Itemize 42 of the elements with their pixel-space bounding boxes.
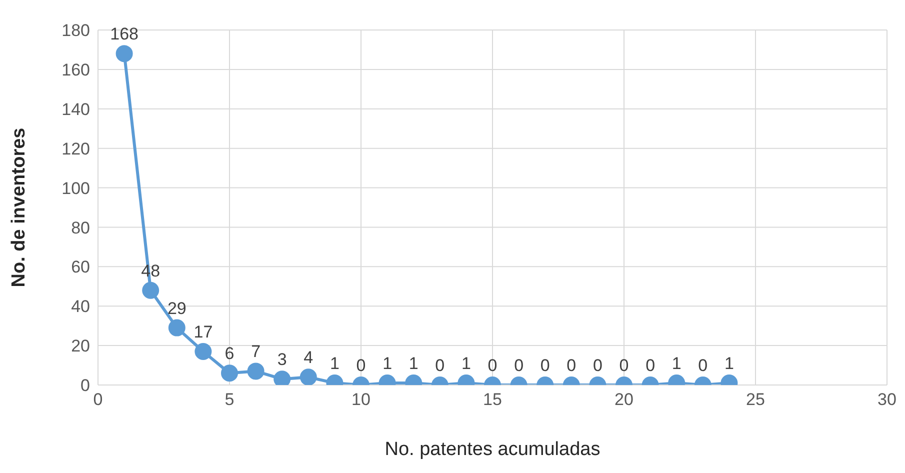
x-tick-label: 25 [746,390,765,410]
x-tick-label: 0 [93,390,103,410]
data-label: 0 [646,356,656,375]
data-label: 3 [277,350,287,370]
data-label: 1 [382,354,392,374]
x-tick-label: 20 [614,390,634,410]
data-label: 0 [435,356,445,375]
data-label: 1 [330,354,340,374]
data-label: 0 [698,356,708,375]
data-label: 0 [488,356,498,375]
x-tick-label: 30 [878,390,896,410]
y-tick-label: 20 [71,336,90,356]
y-tick-label: 60 [71,258,90,277]
data-label: 17 [194,322,213,342]
y-tick-label: 100 [62,178,90,198]
x-tick-label: 15 [483,390,502,410]
data-label: 0 [356,356,366,375]
y-axis-title: No. de inventores [8,128,30,288]
data-label: 7 [251,342,261,362]
y-tick-label: 140 [62,100,90,119]
data-label: 6 [224,344,234,364]
y-tick-label: 180 [62,21,90,40]
data-label: 29 [167,298,186,318]
x-axis-title: No. patentes acumuladas [384,439,600,460]
y-tick-label: 0 [80,376,90,396]
y-tick-label: 80 [71,218,90,238]
y-tick-label: 40 [71,297,90,316]
data-label: 0 [619,356,629,375]
data-label: 0 [540,356,550,375]
data-label: 1 [724,354,734,374]
y-tick-label: 160 [62,60,90,80]
x-tick-label: 10 [352,390,370,410]
data-label: 1 [672,354,682,374]
data-label: 0 [592,356,602,375]
data-label: 4 [304,348,314,368]
data-label: 1 [461,354,471,374]
y-tick-label: 120 [62,139,90,158]
data-label: 168 [110,24,138,44]
data-label: 1 [408,354,418,374]
x-tick-label: 5 [224,390,234,410]
data-label: 0 [566,356,576,375]
data-label: 0 [514,356,524,375]
